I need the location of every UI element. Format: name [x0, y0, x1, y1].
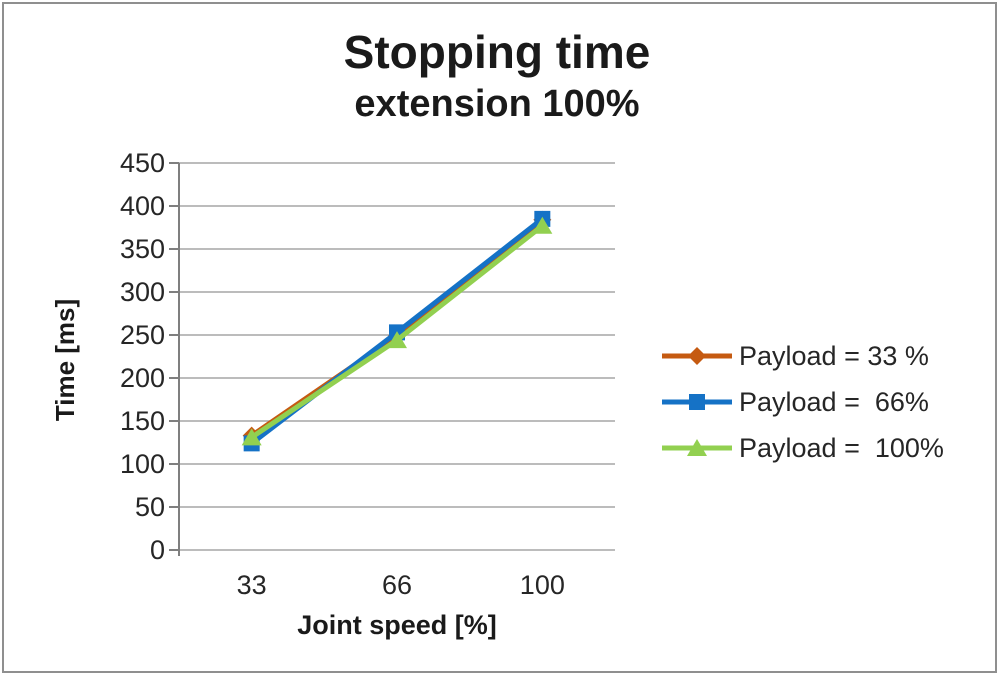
legend-label: Payload = 33 %	[739, 340, 929, 371]
gridlines	[179, 162, 615, 551]
legend-marker	[688, 347, 706, 365]
triangle-marker	[532, 216, 553, 234]
legend-label: Payload = 66%	[739, 386, 929, 417]
x-tick-label: 66	[382, 570, 412, 600]
legend-item: Payload = 33 %	[660, 340, 990, 372]
y-tick-label: 300	[120, 277, 165, 307]
legend-item: Payload = 100%	[660, 432, 990, 464]
y-tick-label: 0	[150, 535, 165, 565]
y-tick-label: 350	[120, 234, 165, 264]
chart-title: Stopping time	[344, 26, 651, 78]
x-tick-label: 33	[237, 570, 267, 600]
triangle-marker	[387, 331, 407, 349]
legend-item: Payload = 66%	[660, 386, 990, 418]
legend-marker	[687, 439, 707, 456]
chart-subtitle: extension 100%	[354, 83, 639, 125]
square-swatch-canvas	[662, 394, 732, 410]
y-tick-label: 50	[135, 492, 165, 522]
axes	[169, 162, 180, 556]
legend-marker	[689, 394, 705, 410]
y-tick-label: 200	[120, 363, 165, 393]
series-lines	[241, 210, 553, 452]
diamond-legend-swatch-icon	[660, 341, 734, 371]
legend-label: Payload = 100%	[739, 432, 944, 463]
legend: Payload = 33 % Payload = 66% Payload = 100…	[660, 340, 990, 478]
square-legend-swatch-icon	[660, 387, 734, 417]
triangle-legend-swatch-icon	[660, 433, 734, 463]
diamond-swatch-canvas	[662, 347, 732, 365]
y-tick-label: 100	[120, 449, 165, 479]
x-tick-label: 100	[520, 570, 565, 600]
triangle-swatch-canvas	[662, 439, 732, 456]
y-tick-label: 150	[120, 406, 165, 436]
y-axis-tick-labels: 450 400 350 300 250 200 150 100 50 0	[120, 148, 165, 565]
y-axis-title: Time [ms]	[50, 299, 80, 421]
y-tick-label: 400	[120, 191, 165, 221]
x-axis-tick-labels: 33 66 100	[237, 570, 565, 600]
x-axis-title: Joint speed [%]	[297, 610, 497, 640]
y-tick-label: 250	[120, 320, 165, 350]
y-tick-label: 450	[120, 148, 165, 178]
triangle-marker	[241, 428, 262, 446]
